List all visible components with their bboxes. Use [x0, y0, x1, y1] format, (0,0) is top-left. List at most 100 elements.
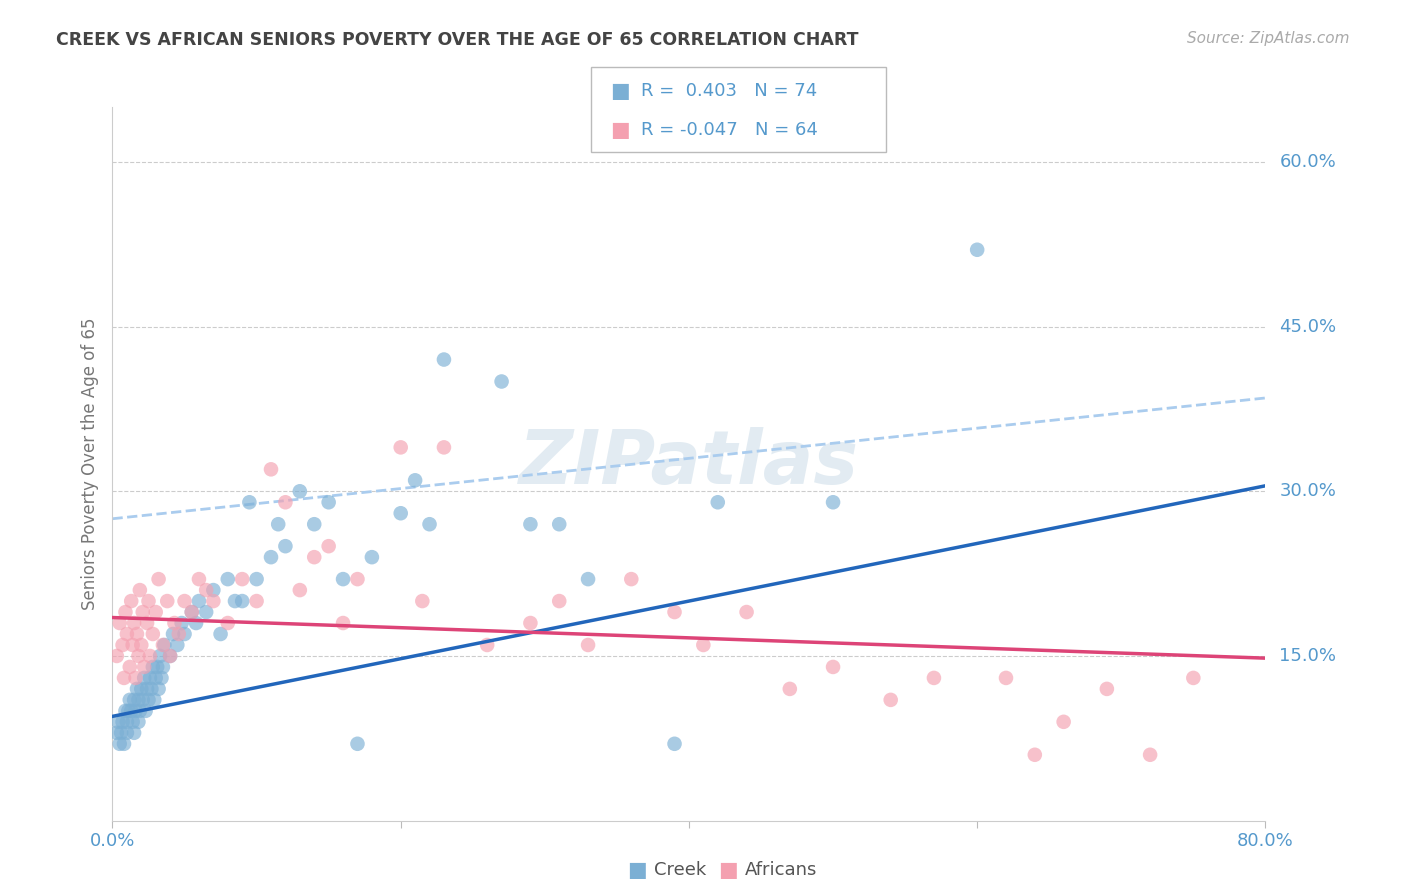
- Point: [184, 615, 207, 630]
- Text: ■: ■: [718, 860, 738, 880]
- Point: [217, 572, 239, 586]
- Point: [112, 671, 135, 685]
- Point: [821, 660, 844, 674]
- Point: [142, 627, 165, 641]
- Point: [922, 671, 945, 685]
- Point: [411, 594, 433, 608]
- Point: [145, 605, 167, 619]
- Point: [141, 681, 163, 696]
- Point: [180, 605, 202, 619]
- Text: 45.0%: 45.0%: [1279, 318, 1337, 335]
- Point: [153, 638, 176, 652]
- Point: [121, 638, 143, 652]
- Point: [115, 627, 138, 641]
- Point: [433, 352, 456, 367]
- Point: [139, 671, 162, 685]
- Point: [304, 550, 326, 565]
- Point: [146, 660, 169, 674]
- Point: [167, 627, 190, 641]
- Point: [519, 615, 541, 630]
- Point: [260, 550, 283, 565]
- Point: [125, 681, 148, 696]
- Point: [966, 243, 988, 257]
- Point: [121, 714, 143, 729]
- Point: [111, 714, 134, 729]
- Point: [195, 605, 218, 619]
- Point: [664, 737, 686, 751]
- Point: [129, 681, 153, 696]
- Point: [134, 660, 156, 674]
- Point: [117, 704, 139, 718]
- Point: [124, 671, 146, 685]
- Point: [389, 441, 412, 455]
- Point: [548, 517, 571, 532]
- Point: [173, 594, 195, 608]
- Point: [152, 660, 174, 674]
- Text: R = -0.047   N = 64: R = -0.047 N = 64: [641, 121, 818, 139]
- Point: [180, 605, 202, 619]
- Point: [576, 572, 599, 586]
- Point: [620, 572, 643, 586]
- Point: [163, 615, 186, 630]
- Point: [132, 605, 155, 619]
- Point: [260, 462, 283, 476]
- Point: [274, 495, 297, 509]
- Point: [122, 615, 145, 630]
- Point: [519, 517, 541, 532]
- Point: [389, 506, 412, 520]
- Point: [1024, 747, 1046, 762]
- Point: [706, 495, 728, 509]
- Point: [145, 671, 167, 685]
- Point: [231, 572, 253, 586]
- Point: [120, 704, 142, 718]
- Point: [491, 375, 513, 389]
- Point: [150, 671, 173, 685]
- Point: [125, 627, 148, 641]
- Point: [124, 704, 146, 718]
- Point: [332, 615, 354, 630]
- Point: [318, 495, 340, 509]
- Text: Creek: Creek: [654, 861, 706, 879]
- Point: [318, 539, 340, 553]
- Point: [132, 693, 155, 707]
- Point: [114, 605, 136, 619]
- Point: [231, 594, 253, 608]
- Point: [267, 517, 290, 532]
- Point: [127, 648, 149, 663]
- Point: [202, 594, 225, 608]
- Point: [136, 615, 159, 630]
- Point: [120, 594, 142, 608]
- Y-axis label: Seniors Poverty Over the Age of 65: Seniors Poverty Over the Age of 65: [80, 318, 98, 610]
- Text: Source: ZipAtlas.com: Source: ZipAtlas.com: [1187, 31, 1350, 46]
- Point: [304, 517, 326, 532]
- Point: [173, 627, 195, 641]
- Point: [475, 638, 498, 652]
- Point: [148, 681, 170, 696]
- Point: [195, 583, 218, 598]
- Point: [122, 693, 145, 707]
- Point: [134, 671, 156, 685]
- Point: [149, 648, 172, 663]
- Point: [111, 638, 134, 652]
- Text: 60.0%: 60.0%: [1279, 153, 1336, 171]
- Text: ■: ■: [610, 120, 630, 140]
- Text: Africans: Africans: [745, 861, 817, 879]
- Point: [143, 693, 166, 707]
- Point: [274, 539, 297, 553]
- Point: [880, 693, 903, 707]
- Point: [188, 572, 211, 586]
- Point: [664, 605, 686, 619]
- Text: ZIPatlas: ZIPatlas: [519, 427, 859, 500]
- Point: [188, 594, 211, 608]
- Point: [127, 714, 149, 729]
- Point: [1182, 671, 1205, 685]
- Point: [115, 726, 138, 740]
- Point: [162, 627, 184, 641]
- Point: [202, 583, 225, 598]
- Point: [110, 726, 132, 740]
- Point: [114, 704, 136, 718]
- Point: [1139, 747, 1161, 762]
- Point: [105, 648, 128, 663]
- Point: [107, 714, 129, 729]
- Point: [159, 648, 181, 663]
